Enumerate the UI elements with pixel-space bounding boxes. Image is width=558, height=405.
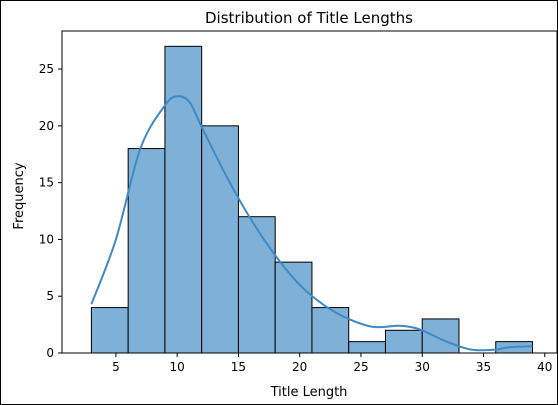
y-tick-label: 25 xyxy=(39,62,54,76)
x-tick-label: 20 xyxy=(292,360,307,374)
histogram-bar-6 xyxy=(311,307,350,354)
x-axis-label: Title Length xyxy=(270,385,348,400)
histogram-bar-2 xyxy=(164,45,203,354)
y-tick-label: 20 xyxy=(39,119,54,133)
x-tick-label: 5 xyxy=(112,360,120,374)
x-tick-label: 15 xyxy=(231,360,246,374)
histogram-bar-8 xyxy=(384,329,423,354)
x-axis-ticks: 5 10 15 20 25 30 35 40 xyxy=(112,353,552,374)
y-tick-label: 15 xyxy=(39,176,54,190)
y-axis-ticks: 0 5 10 15 20 25 xyxy=(39,62,62,360)
y-tick-label: 10 xyxy=(39,232,54,246)
x-tick-label: 40 xyxy=(537,360,552,374)
histogram-bar-1 xyxy=(127,148,166,354)
histogram-bar-0 xyxy=(90,307,129,354)
histogram-bar-9 xyxy=(421,318,460,354)
x-tick-label: 35 xyxy=(476,360,491,374)
axes-box xyxy=(61,30,558,354)
histogram-bar-5 xyxy=(274,261,313,354)
y-tick-label: 5 xyxy=(46,289,54,303)
x-tick-label: 25 xyxy=(353,360,368,374)
bars-group xyxy=(90,45,533,354)
kde-curve xyxy=(90,95,533,352)
histogram-bar-7 xyxy=(348,341,386,354)
histogram-bar-3 xyxy=(201,125,239,354)
chart-title: Distribution of Title Lengths xyxy=(205,9,413,27)
y-axis-label: Frequency xyxy=(12,162,27,229)
x-tick-label: 10 xyxy=(170,360,185,374)
x-tick-label: 30 xyxy=(415,360,430,374)
histogram-bar-4 xyxy=(237,216,276,354)
y-tick-label: 0 xyxy=(46,346,54,360)
